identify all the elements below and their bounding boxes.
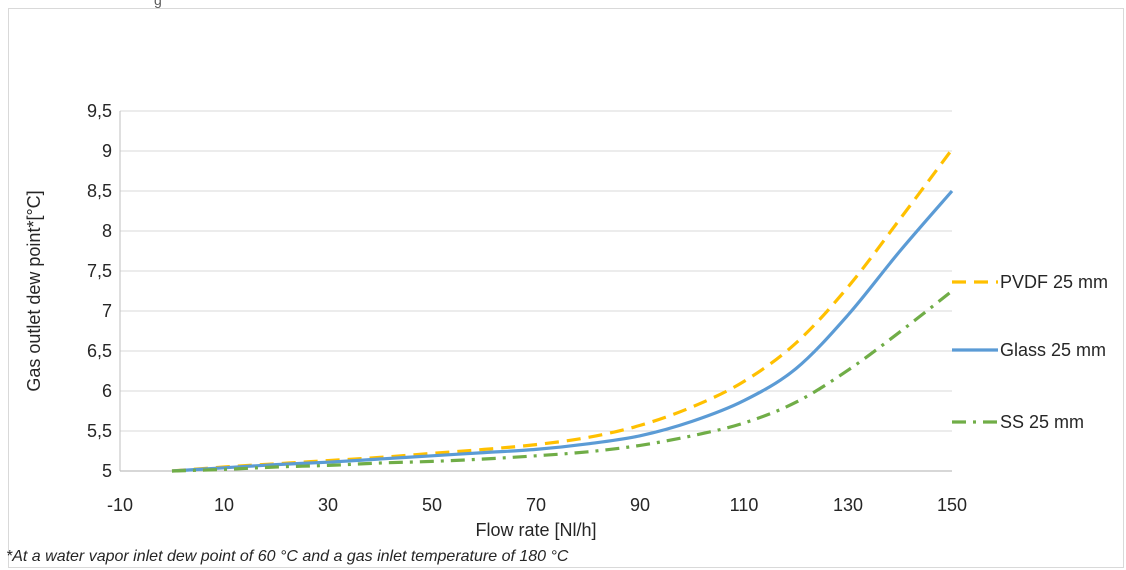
footnote: *At a water vapor inlet dew point of 60 … xyxy=(6,548,568,566)
y-tick-label: 6,5 xyxy=(87,341,112,361)
y-tick-labels: 5 5,5 6 6,5 7 7,5 8 8,5 9 9,5 xyxy=(87,101,112,481)
legend-label-ss-25-mm: SS 25 mm xyxy=(1000,412,1084,432)
x-tick-label: -10 xyxy=(107,495,133,515)
x-tick-label: 70 xyxy=(526,495,546,515)
legend-label-pvdf-25-mm: PVDF 25 mm xyxy=(1000,272,1108,292)
y-tick-label: 9,5 xyxy=(87,101,112,121)
axes xyxy=(120,111,952,471)
series-lines xyxy=(172,149,952,471)
y-axis-title: Gas outlet dew point*[°C] xyxy=(24,190,44,391)
x-tick-label: 90 xyxy=(630,495,650,515)
legend: PVDF 25 mm Glass 25 mm SS 25 mm xyxy=(952,272,1108,432)
y-tick-label: 7,5 xyxy=(87,261,112,281)
x-tick-label: 10 xyxy=(214,495,234,515)
x-tick-label: 30 xyxy=(318,495,338,515)
y-tick-label: 5 xyxy=(102,461,112,481)
y-tick-label: 5,5 xyxy=(87,421,112,441)
series-line-ss-25-mm xyxy=(172,291,952,471)
y-tick-label: 8 xyxy=(102,221,112,241)
y-tick-label: 9 xyxy=(102,141,112,161)
x-tick-label: 110 xyxy=(730,495,759,515)
x-tick-label: 150 xyxy=(937,495,967,515)
y-tick-label: 8,5 xyxy=(87,181,112,201)
x-tick-labels: -10 10 30 50 70 90 110 130 150 xyxy=(107,495,967,515)
gridlines xyxy=(120,111,952,431)
x-tick-label: 50 xyxy=(422,495,442,515)
x-tick-label: 130 xyxy=(833,495,863,515)
y-tick-label: 7 xyxy=(102,301,112,321)
x-axis-title: Flow rate [Nl/h] xyxy=(475,520,596,540)
series-line-pvdf-25-mm xyxy=(172,149,952,471)
legend-label-glass-25-mm: Glass 25 mm xyxy=(1000,340,1106,360)
y-tick-label: 6 xyxy=(102,381,112,401)
series-line-glass-25-mm xyxy=(172,191,952,471)
